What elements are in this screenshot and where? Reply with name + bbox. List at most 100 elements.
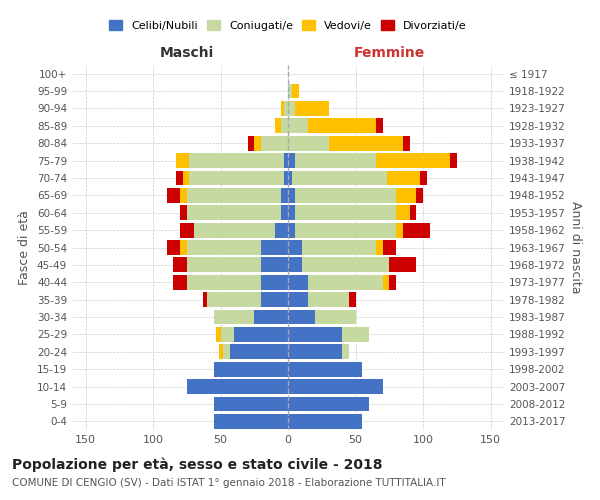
Bar (315, 310, 355, 324)
Bar (187, 206, 281, 220)
Legend: Celibi/Nubili, Coniugati/e, Vedovi/e, Divorziati/e: Celibi/Nubili, Coniugati/e, Vedovi/e, Di… (105, 16, 471, 36)
Bar (288, 310, 315, 324)
Bar (288, 153, 295, 168)
Bar (230, 344, 288, 359)
Bar (288, 275, 308, 289)
Bar (450, 153, 457, 168)
Bar (281, 101, 284, 116)
Bar (349, 292, 355, 307)
Bar (187, 275, 261, 289)
Bar (288, 118, 308, 133)
Bar (254, 310, 288, 324)
Bar (288, 222, 295, 238)
Bar (288, 206, 295, 220)
Bar (288, 344, 342, 359)
Bar (193, 222, 275, 238)
Bar (383, 275, 389, 289)
Bar (281, 118, 288, 133)
Text: COMUNE DI CENGIO (SV) - Dati ISTAT 1° gennaio 2018 - Elaborazione TUTTITALIA.IT: COMUNE DI CENGIO (SV) - Dati ISTAT 1° ge… (12, 478, 446, 488)
Bar (308, 292, 349, 307)
Bar (376, 118, 383, 133)
Bar (219, 344, 223, 359)
Bar (281, 206, 288, 220)
Bar (295, 188, 396, 202)
Bar (329, 136, 403, 150)
Bar (288, 101, 295, 116)
Bar (284, 153, 288, 168)
Bar (308, 275, 383, 289)
Bar (420, 170, 427, 186)
Bar (221, 327, 234, 342)
Bar (389, 258, 416, 272)
Bar (288, 258, 302, 272)
Bar (288, 292, 308, 307)
Bar (176, 170, 182, 186)
Bar (292, 170, 386, 186)
Y-axis label: Anni di nascita: Anni di nascita (569, 201, 582, 294)
Bar (284, 170, 288, 186)
Bar (396, 188, 416, 202)
Bar (284, 101, 288, 116)
Bar (281, 188, 288, 202)
Bar (176, 153, 190, 168)
Bar (254, 136, 261, 150)
Bar (288, 170, 292, 186)
Bar (376, 240, 383, 255)
Bar (275, 222, 288, 238)
Bar (261, 275, 288, 289)
Bar (173, 258, 187, 272)
Bar (295, 206, 396, 220)
Bar (248, 136, 254, 150)
Bar (403, 136, 409, 150)
Bar (295, 101, 329, 116)
Bar (187, 258, 261, 272)
Bar (190, 170, 284, 186)
Bar (416, 188, 423, 202)
Bar (409, 206, 416, 220)
Bar (383, 240, 396, 255)
Bar (180, 240, 187, 255)
Bar (403, 222, 430, 238)
Bar (182, 170, 190, 186)
Bar (261, 240, 288, 255)
Y-axis label: Fasce di età: Fasce di età (19, 210, 31, 285)
Text: Femmine: Femmine (353, 46, 425, 60)
Bar (292, 84, 299, 98)
Bar (214, 310, 254, 324)
Bar (180, 206, 187, 220)
Bar (223, 344, 230, 359)
Bar (396, 222, 403, 238)
Bar (288, 327, 342, 342)
Bar (203, 292, 207, 307)
Bar (342, 344, 349, 359)
Bar (288, 362, 362, 376)
Bar (214, 362, 288, 376)
Bar (207, 292, 261, 307)
Bar (190, 153, 284, 168)
Bar (187, 188, 281, 202)
Bar (342, 327, 369, 342)
Bar (261, 136, 288, 150)
Bar (167, 240, 180, 255)
Bar (308, 118, 376, 133)
Bar (288, 240, 302, 255)
Bar (214, 396, 288, 411)
Text: Maschi: Maschi (160, 46, 214, 60)
Bar (180, 188, 187, 202)
Bar (217, 327, 221, 342)
Bar (173, 275, 187, 289)
Bar (396, 206, 409, 220)
Bar (389, 275, 396, 289)
Bar (167, 188, 180, 202)
Bar (261, 292, 288, 307)
Bar (386, 170, 420, 186)
Bar (214, 414, 288, 428)
Bar (261, 258, 288, 272)
Bar (180, 222, 193, 238)
Bar (295, 153, 376, 168)
Bar (187, 240, 261, 255)
Bar (302, 258, 389, 272)
Bar (275, 118, 281, 133)
Bar (376, 153, 450, 168)
Bar (295, 222, 396, 238)
